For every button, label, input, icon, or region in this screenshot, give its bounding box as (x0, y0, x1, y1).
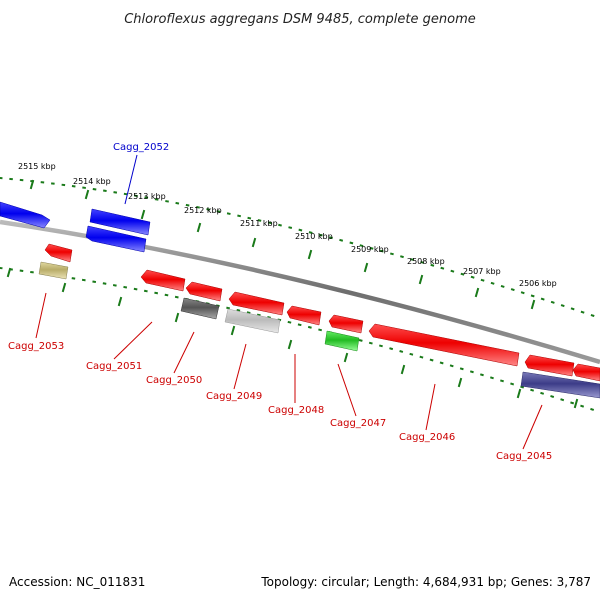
gene-arrow[interactable] (224, 308, 281, 334)
major-tick (230, 325, 236, 336)
gene-arrow[interactable] (180, 297, 220, 320)
gene-arrow[interactable] (520, 371, 600, 399)
outer-tick-ring (0, 176, 600, 320)
gene-label[interactable]: Cagg_2049 (206, 391, 262, 402)
leader-line (173, 331, 195, 374)
major-tick (530, 299, 536, 310)
outer-dotted-line (0, 176, 600, 320)
leader-line (522, 404, 543, 450)
gene-arrow[interactable] (185, 281, 223, 302)
major-tick (251, 237, 257, 248)
gene-arrow[interactable] (524, 354, 575, 377)
major-tick (174, 312, 180, 323)
inner-dotted-line (0, 266, 600, 414)
major-tick (307, 249, 313, 260)
kbp-label: 2507 kbp (463, 267, 501, 276)
leader-line (337, 363, 357, 417)
major-tick (457, 377, 463, 388)
leader-line (124, 154, 138, 205)
kbp-label: 2506 kbp (519, 279, 557, 288)
kbp-label: 2510 kbp (295, 232, 333, 241)
major-tick (117, 296, 123, 307)
gene-labels: Cagg_2052 Cagg_2053 Cagg_2051 Cagg_2050 … (8, 142, 552, 462)
forward-strand-genes (0, 201, 151, 253)
gene-arrow[interactable] (368, 323, 520, 367)
kbp-label: 2515 kbp (18, 162, 56, 171)
major-tick (196, 222, 202, 233)
major-tick (61, 282, 67, 293)
gene-label[interactable]: Cagg_2048 (268, 405, 324, 416)
label-leaders (35, 154, 543, 450)
map-title: Chloroflexus aggregans DSM 9485, complet… (124, 12, 476, 27)
major-tick (363, 262, 369, 273)
gene-arrow[interactable] (85, 225, 147, 253)
gene-label[interactable]: Cagg_2046 (399, 432, 455, 443)
gene-arrow[interactable] (38, 261, 69, 280)
gene-arrow[interactable] (44, 243, 73, 263)
kbp-label: 2508 kbp (407, 257, 445, 266)
gene-arrow[interactable] (328, 314, 364, 334)
major-tick (418, 274, 424, 285)
leader-line (425, 383, 436, 431)
major-tick (343, 352, 349, 363)
gene-arrow[interactable] (324, 330, 360, 352)
major-tick (287, 339, 293, 350)
reverse-strand-genes (38, 243, 600, 399)
major-tick (400, 364, 406, 375)
kbp-label: 2513 kbp (128, 192, 166, 201)
gene-label[interactable]: Cagg_2051 (86, 361, 142, 372)
gene-label[interactable]: Cagg_2050 (146, 375, 202, 386)
gene-arrow[interactable] (0, 201, 51, 229)
gene-label[interactable]: Cagg_2053 (8, 341, 64, 352)
kbp-label: 2514 kbp (73, 177, 111, 186)
gene-label[interactable]: Cagg_2047 (330, 418, 386, 429)
gene-arrow[interactable] (228, 291, 285, 316)
major-tick (516, 388, 522, 399)
leader-line (35, 292, 47, 339)
gene-arrow[interactable] (286, 305, 322, 326)
gene-label[interactable]: Cagg_2045 (496, 451, 552, 462)
kbp-scale: 2515 kbp 2514 kbp 2513 kbp 2512 kbp 2511… (18, 162, 557, 288)
major-tick (6, 267, 12, 278)
inner-tick-ring (0, 266, 600, 414)
accession-text: Accession: NC_011831 (9, 575, 145, 589)
major-tick (29, 179, 35, 190)
gene-arrow[interactable] (89, 208, 151, 236)
leader-line (233, 343, 247, 390)
kbp-label: 2511 kbp (240, 219, 278, 228)
gene-arrow[interactable] (140, 269, 186, 292)
kbp-label: 2512 kbp (184, 206, 222, 215)
major-tick (140, 209, 146, 220)
major-tick (474, 287, 480, 298)
major-tick (84, 189, 90, 200)
leader-line (113, 321, 153, 360)
genome-backbone (0, 219, 600, 365)
gene-arrow[interactable] (572, 363, 600, 382)
topology-text: Topology: circular; Length: 4,684,931 bp… (260, 575, 591, 589)
kbp-label: 2509 kbp (351, 245, 389, 254)
major-tick (573, 398, 579, 409)
gene-label[interactable]: Cagg_2052 (113, 142, 169, 153)
